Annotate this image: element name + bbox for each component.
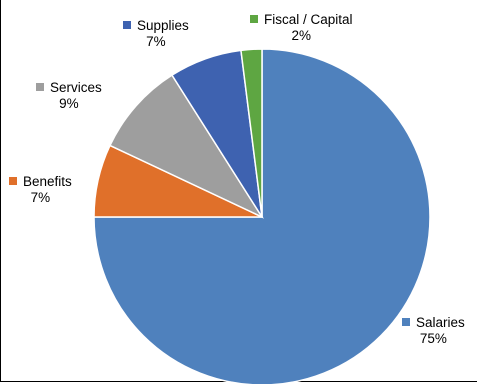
label-name-fiscal-capital: Fiscal / Capital <box>264 12 353 27</box>
data-label-services: Services 9% <box>36 80 102 112</box>
legend-key-fiscal-capital <box>250 15 258 23</box>
label-name-services: Services <box>50 80 102 95</box>
legend-key-supplies <box>123 21 131 29</box>
slice-services <box>108 74 265 219</box>
data-label-benefits: Benefits 7% <box>9 174 72 206</box>
data-label-supplies: Supplies 7% <box>123 18 189 50</box>
slice-salaries <box>93 48 431 384</box>
legend-key-benefits <box>9 177 17 185</box>
legend-key-salaries <box>402 318 410 326</box>
legend-key-services <box>36 83 44 91</box>
label-percent-benefits: 7% <box>30 190 51 205</box>
label-name-supplies: Supplies <box>137 18 189 33</box>
label-name-benefits: Benefits <box>23 174 72 189</box>
label-percent-services: 9% <box>59 96 79 111</box>
slice-fiscal-capital <box>240 48 263 218</box>
label-name-salaries: Salaries <box>416 315 465 330</box>
data-label-fiscal-capital: Fiscal / Capital 2% <box>250 12 353 44</box>
data-label-salaries: Salaries 75% <box>402 315 465 347</box>
label-percent-fiscal-capital: 2% <box>291 28 312 43</box>
label-percent-salaries: 75% <box>419 331 447 346</box>
label-percent-supplies: 7% <box>146 34 166 49</box>
